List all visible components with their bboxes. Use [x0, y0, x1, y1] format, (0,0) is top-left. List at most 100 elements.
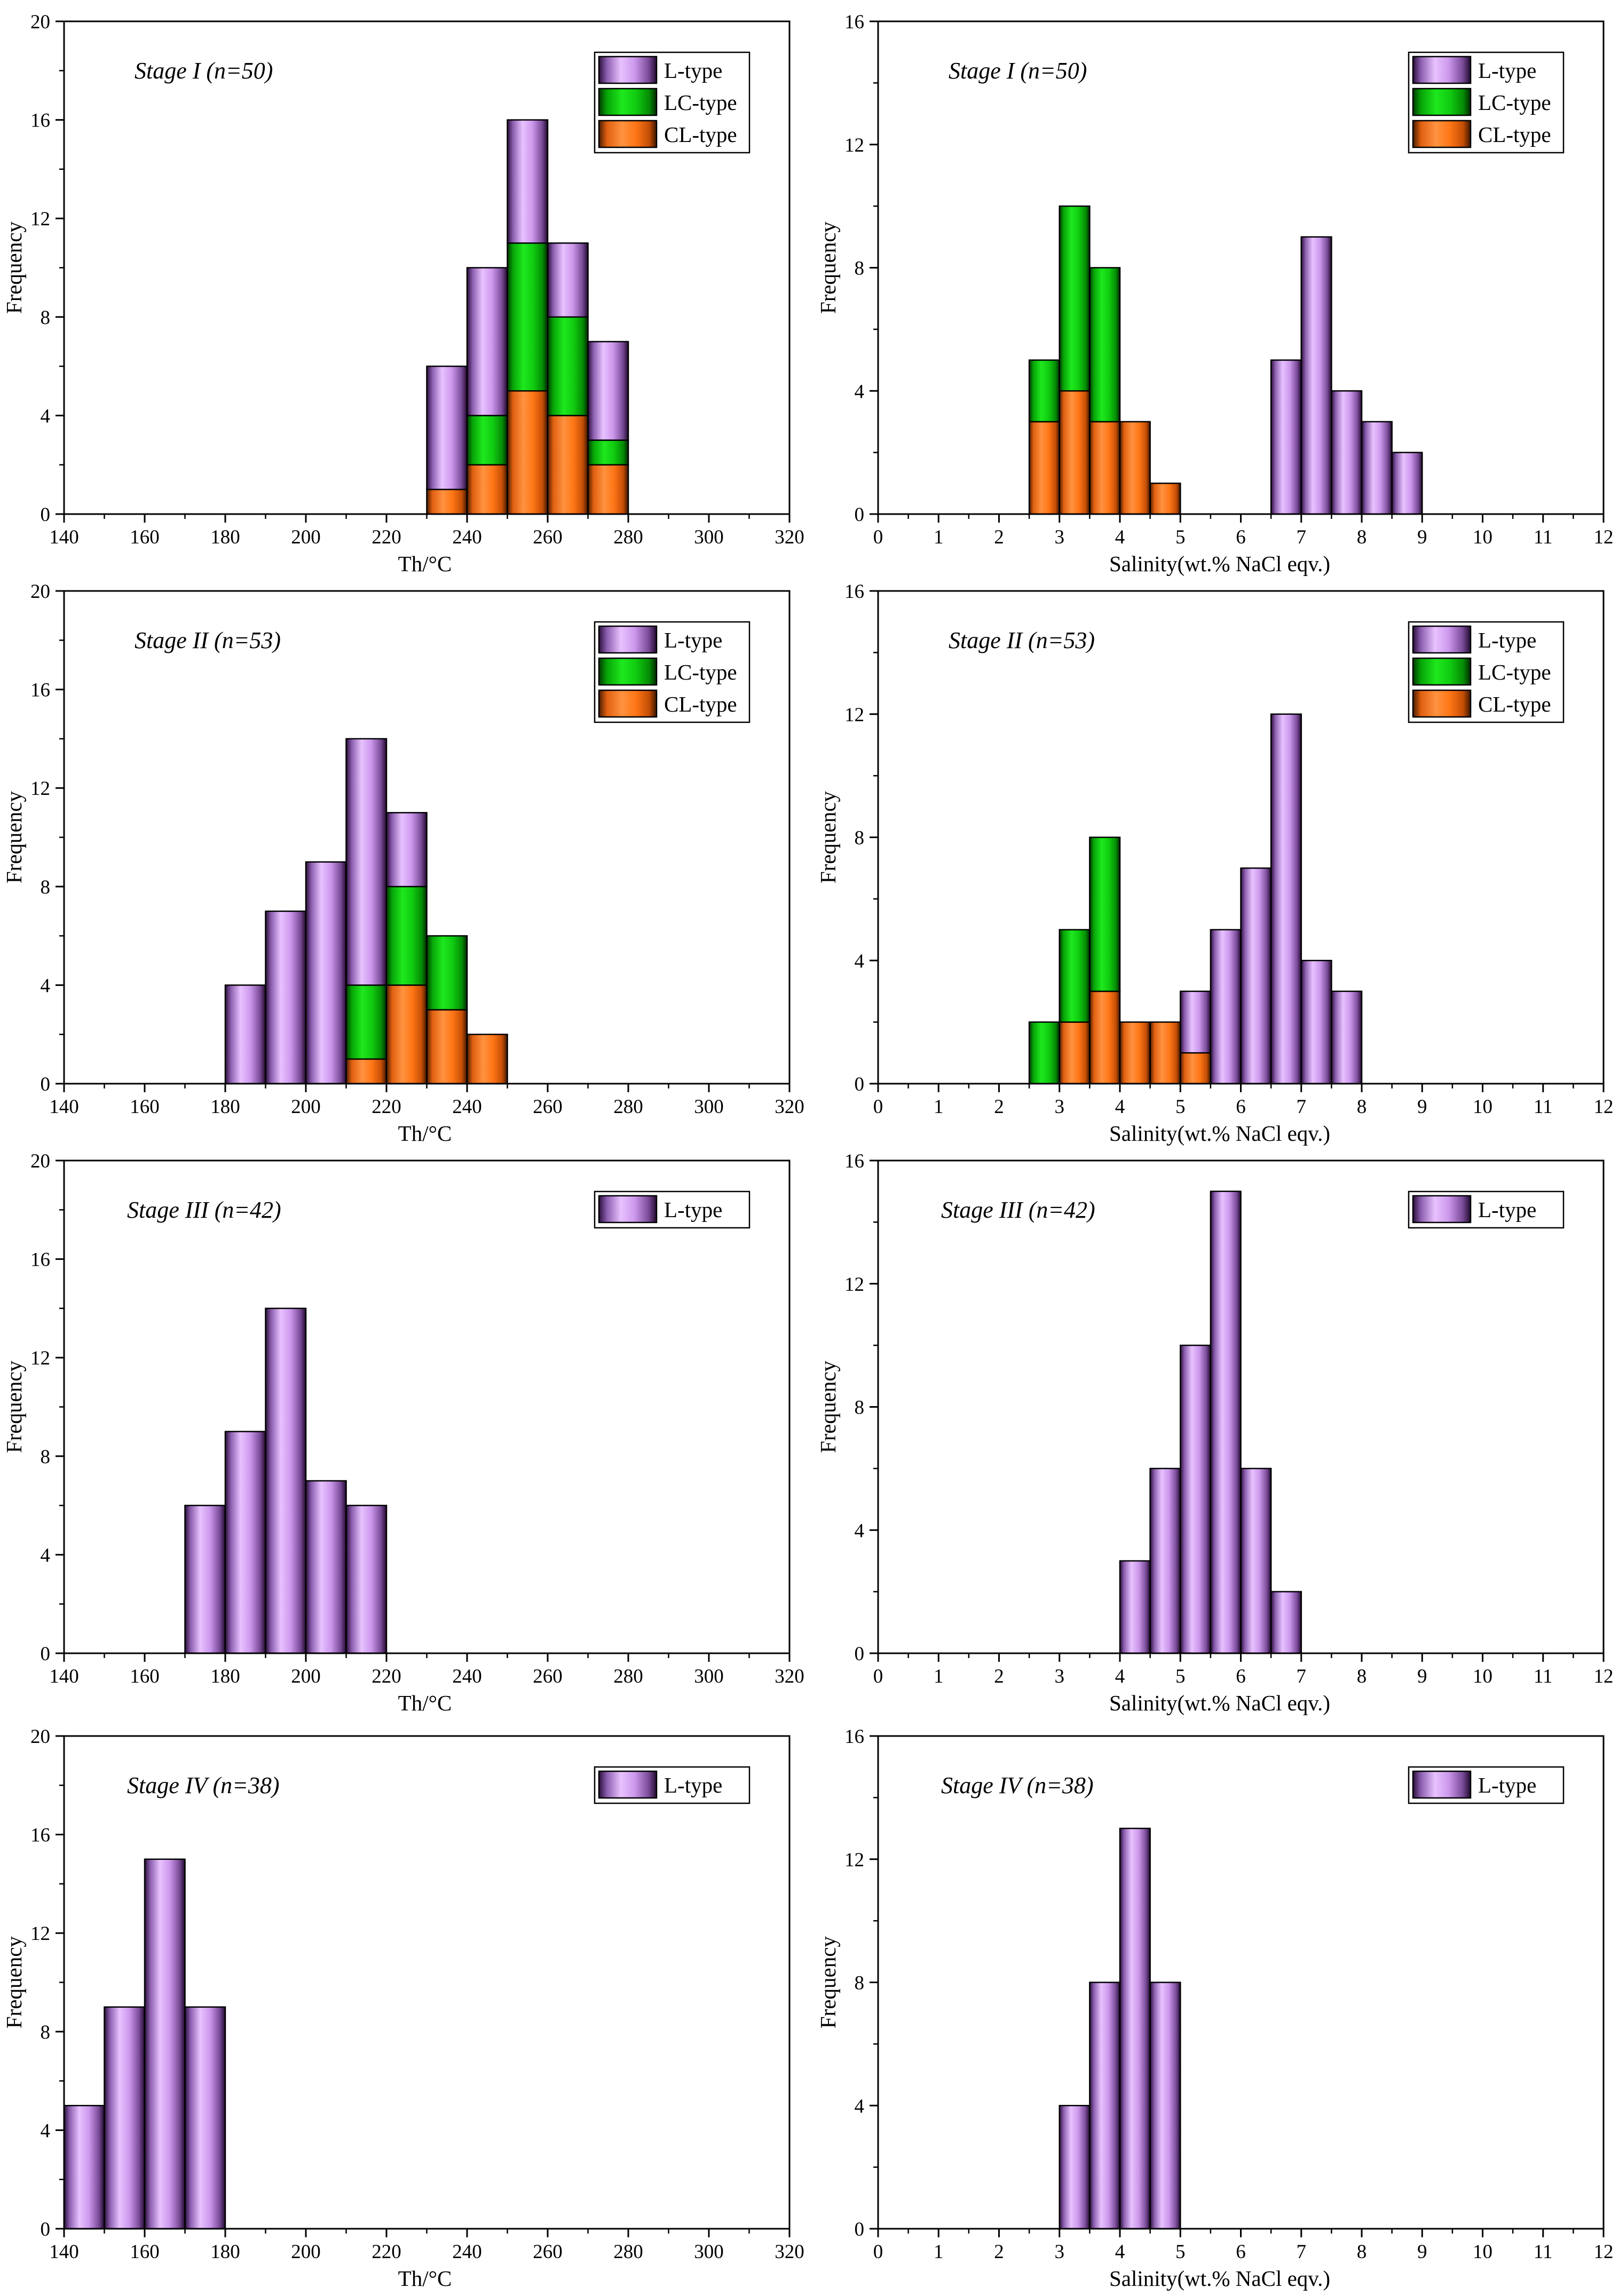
x-tick-label: 180	[210, 1666, 240, 1687]
legend-swatch-lc-type	[1412, 88, 1472, 116]
x-tick-label: 220	[372, 1096, 401, 1118]
legend-label-l-type: L-type	[1478, 1197, 1536, 1222]
y-tick-label: 12	[30, 778, 50, 800]
bar-l-type	[184, 1504, 226, 1654]
y-tick-label: 20	[30, 581, 50, 603]
legend-label-l-type: L-type	[664, 1773, 722, 1797]
legend-swatch-cl-type	[598, 689, 658, 718]
plot-frame	[877, 1735, 1605, 2230]
bar-cl-type	[1119, 421, 1151, 515]
stage-label: Stage I (n=50)	[135, 58, 273, 84]
bar-lc-type	[426, 935, 468, 1011]
x-tick-label: 160	[130, 2241, 160, 2263]
x-tick-label: 320	[775, 1666, 804, 1687]
bar-cl-type	[1089, 990, 1121, 1085]
legend-label-cl-type: CL-type	[664, 692, 737, 716]
legend: L-type	[594, 1190, 751, 1229]
x-tick-label: 260	[533, 1096, 563, 1118]
bar-lc-type	[1059, 929, 1091, 1023]
bar-cl-type	[426, 1009, 468, 1085]
x-tick-label: 0	[873, 1666, 883, 1687]
x-tick-label: 240	[452, 526, 482, 548]
x-tick-label: 5	[1175, 1096, 1186, 1118]
y-axis-title: Frequency	[816, 221, 840, 314]
x-tick-label: 7	[1297, 1666, 1307, 1687]
y-tick-label: 16	[844, 1726, 864, 1748]
legend: L-type	[1408, 1190, 1565, 1229]
legend-swatch-cl-type	[598, 120, 658, 148]
bar-l-type	[1270, 359, 1302, 515]
legend-label-l-type: L-type	[664, 628, 722, 652]
bar-l-type	[1300, 236, 1332, 515]
legend-swatch-l-type	[1412, 625, 1472, 654]
y-tick-label: 16	[844, 1150, 864, 1172]
legend-swatch-l-type	[598, 625, 658, 654]
y-tick-label: 12	[30, 1923, 50, 1945]
x-tick-label: 300	[694, 526, 724, 548]
x-tick-label: 140	[49, 1666, 79, 1687]
y-tick-label: 0	[855, 2219, 865, 2240]
x-tick-label: 180	[210, 526, 240, 548]
y-tick-label: 12	[30, 1347, 50, 1369]
y-tick-label: 12	[844, 1849, 864, 1871]
y-axis-title: Frequency	[816, 791, 840, 883]
y-tick-label: 16	[844, 581, 864, 603]
bar-cl-type	[547, 415, 589, 515]
bar-cl-type	[385, 984, 428, 1085]
x-tick-label: 1	[934, 2241, 944, 2263]
x-tick-label: 5	[1175, 1666, 1186, 1687]
x-tick-label: 4	[1115, 1096, 1125, 1118]
y-tick-label: 0	[855, 1074, 865, 1095]
bar-cl-type	[1149, 483, 1181, 515]
legend-swatch-cl-type	[1412, 120, 1472, 148]
stage-label: Stage III (n=42)	[127, 1197, 281, 1223]
y-tick-label: 0	[41, 1643, 51, 1665]
bar-l-type	[305, 1480, 347, 1654]
x-tick-label: 160	[130, 1096, 160, 1118]
x-tick-label: 320	[775, 526, 804, 548]
bar-l-type	[265, 1307, 307, 1654]
legend: L-type LC-type CL-type	[594, 51, 751, 154]
x-axis-title: Th/°C	[398, 2266, 452, 2291]
x-tick-label: 320	[775, 1096, 804, 1118]
x-tick-label: 2	[994, 526, 1004, 548]
x-tick-label: 6	[1236, 2241, 1246, 2263]
stage-label: Stage II (n=53)	[135, 627, 281, 653]
x-tick-label: 9	[1417, 526, 1427, 548]
x-tick-label: 4	[1115, 2241, 1125, 2263]
x-tick-label: 10	[1473, 1096, 1492, 1118]
x-tick-label: 3	[1055, 2241, 1065, 2263]
y-tick-label: 20	[30, 1726, 50, 1748]
bar-l-type	[1331, 990, 1363, 1085]
y-axis-title: Frequency	[816, 1360, 840, 1453]
x-tick-label: 220	[372, 2241, 401, 2263]
bar-l-type	[1240, 1467, 1272, 1654]
x-tick-label: 6	[1236, 1096, 1246, 1118]
x-tick-label: 180	[210, 2241, 240, 2263]
y-tick-label: 16	[30, 1249, 50, 1271]
x-tick-label: 3	[1055, 526, 1065, 548]
y-tick-label: 8	[41, 1446, 51, 1468]
y-tick-label: 0	[41, 2219, 51, 2240]
y-tick-label: 0	[41, 1074, 51, 1095]
bar-lc-type	[345, 984, 388, 1060]
y-axis-title: Frequency	[2, 791, 26, 883]
bar-l-type	[1119, 1560, 1151, 1654]
bar-lc-type	[1059, 205, 1091, 392]
y-tick-label: 12	[844, 704, 864, 726]
y-tick-label: 4	[855, 950, 865, 972]
y-tick-label: 8	[855, 827, 865, 849]
x-tick-label: 1	[934, 526, 944, 548]
bar-l-type	[1300, 960, 1332, 1085]
bar-l-type	[1210, 929, 1242, 1085]
x-tick-label: 8	[1357, 1096, 1367, 1118]
y-tick-label: 8	[855, 1972, 865, 1994]
y-tick-label: 16	[30, 110, 50, 132]
stage-label: Stage I (n=50)	[949, 58, 1087, 84]
bar-l-type	[385, 812, 428, 888]
bar-cl-type	[426, 488, 468, 515]
bar-cl-type	[1059, 390, 1091, 515]
